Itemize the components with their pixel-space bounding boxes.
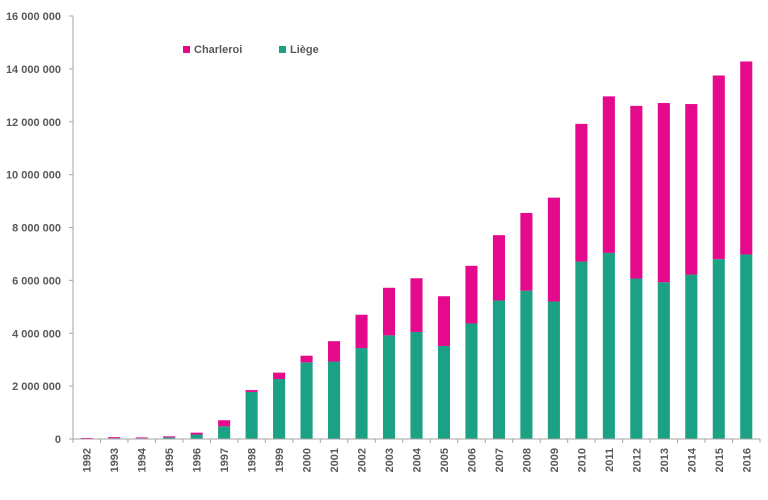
bar-liege-2003 (382, 335, 396, 439)
bar-liege-2002 (355, 348, 368, 439)
x-tick-label: 2014 (686, 447, 698, 472)
bar-charleroi-2013 (657, 102, 670, 283)
bar-charleroi-2007 (492, 235, 505, 301)
x-tick-label: 2009 (549, 448, 561, 472)
bar-liege-1995 (163, 437, 176, 439)
bar-charleroi-2014 (685, 104, 698, 275)
bar-liege-2008 (520, 290, 533, 439)
legend-swatch-liege (279, 46, 286, 53)
bar-charleroi-2002 (355, 314, 368, 349)
bar-liege-2010 (575, 261, 588, 439)
bar-charleroi-2005 (437, 296, 451, 346)
legend: Charleroi Liège (183, 44, 319, 56)
x-tick-label: 2006 (466, 448, 478, 472)
bar-charleroi-1997 (218, 420, 231, 427)
bar-charleroi-1993 (108, 437, 121, 439)
bar-charleroi-2015 (712, 75, 725, 260)
legend-swatch-charleroi (183, 46, 190, 53)
bar-charleroi-1995 (163, 436, 176, 438)
bar-liege-2007 (492, 300, 505, 439)
x-tick-label: 2016 (741, 448, 753, 472)
x-tick-label: 2013 (659, 448, 671, 472)
bar-charleroi-1996 (190, 432, 203, 435)
x-tick-label: 2001 (329, 448, 341, 472)
bar-charleroi-1998 (245, 390, 258, 392)
x-tick-label: 1997 (219, 448, 231, 472)
x-tick-label: 2004 (412, 447, 424, 472)
bar-liege-2004 (410, 331, 423, 439)
y-tick-label: 4 000 000 (12, 328, 61, 340)
bar-charleroi-2006 (465, 265, 478, 324)
x-tick-label: 2011 (604, 448, 616, 472)
x-tick-label: 1993 (109, 448, 121, 472)
x-tick-label: 1994 (137, 447, 149, 472)
y-tick-label: 6 000 000 (12, 275, 61, 287)
x-tick-label: 2007 (494, 448, 506, 472)
x-tick-label: 2003 (384, 448, 396, 472)
bar-liege-2005 (437, 345, 451, 439)
y-tick-label: 8 000 000 (12, 223, 61, 235)
bar-liege-2015 (712, 259, 725, 439)
x-tick-label: 2008 (521, 448, 533, 472)
x-tick-label: 2000 (302, 448, 314, 472)
bar-liege-2012 (630, 278, 643, 439)
x-tick-label: 1992 (82, 448, 94, 472)
x-tick-label: 1995 (164, 448, 176, 472)
y-tick-label: 12 000 000 (6, 117, 61, 129)
bar-charleroi-1999 (273, 372, 286, 379)
bar-liege-2009 (547, 301, 560, 439)
y-tick-label: 16 000 000 (6, 11, 61, 23)
x-tick-label: 1998 (247, 448, 259, 472)
bar-charleroi-1992 (80, 437, 93, 439)
x-tick-label: 2002 (357, 448, 369, 472)
bar-charleroi-2003 (382, 287, 396, 336)
bar-liege-1999 (273, 378, 286, 439)
x-tick-label: 2015 (714, 448, 726, 472)
y-tick-label: 0 (55, 434, 61, 446)
bar-liege-2000 (300, 362, 313, 439)
y-tick-label: 14 000 000 (6, 64, 61, 76)
axes-layer: 0 2 000 000 4 000 000 6 000 000 8 000 000 10 … (6, 11, 761, 472)
bar-charleroi-2010 (575, 123, 588, 262)
bar-charleroi-2016 (740, 61, 753, 255)
y-tick-label: 10 000 000 (6, 170, 61, 182)
bar-charleroi-2008 (520, 212, 533, 291)
legend-label-charleroi: Charleroi (194, 44, 242, 56)
bar-charleroi-2011 (602, 96, 615, 253)
x-tick-label: 2012 (631, 448, 643, 472)
x-tick-label: 2010 (576, 448, 588, 472)
bar-liege-1996 (190, 434, 203, 439)
bar-liege-1998 (245, 391, 258, 439)
bar-charleroi-2000 (300, 355, 313, 363)
x-tick-label: 1999 (274, 448, 286, 472)
bar-charleroi-2009 (547, 197, 560, 302)
bar-liege-2006 (465, 323, 478, 439)
bar-liege-2011 (602, 252, 615, 439)
x-tick-label: 2005 (439, 448, 451, 472)
bar-charleroi-2012 (630, 105, 643, 279)
legend-label-liege: Liège (290, 44, 319, 56)
bar-charleroi-2001 (328, 341, 341, 362)
bar-liege-2013 (657, 282, 670, 439)
bar-liege-2016 (740, 254, 753, 439)
bar-liege-1997 (218, 426, 231, 439)
bars-layer (80, 61, 753, 439)
bar-charleroi-2004 (410, 278, 423, 332)
x-tick-label: 1996 (192, 448, 204, 472)
bar-liege-2014 (685, 274, 698, 439)
bar-charleroi-1994 (135, 437, 148, 439)
y-tick-label: 2 000 000 (12, 381, 61, 393)
bar-liege-2001 (328, 361, 341, 439)
